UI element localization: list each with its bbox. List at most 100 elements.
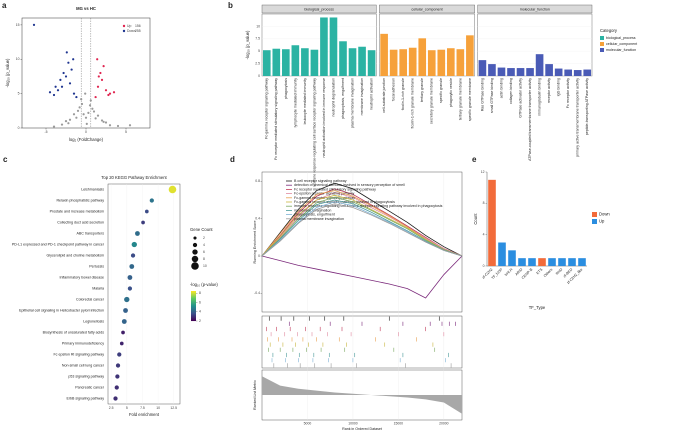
point — [88, 104, 92, 107]
y-tick-label: 0.4 — [255, 217, 260, 221]
dot — [117, 352, 122, 357]
y-tick-label: Biosynthesis of unsaturated fatty acids — [43, 330, 105, 334]
x-tick-label: tertiary granule membrane — [458, 78, 462, 120]
dot — [127, 286, 133, 291]
color-bar — [191, 303, 196, 305]
size-legend-dot — [193, 236, 197, 240]
color-tick-label: 6 — [199, 300, 201, 304]
legend-label: detection of chemical stimulus involved … — [294, 183, 405, 187]
y-tick-label: PD-L1 expressed and PD-1 checkpoint path… — [12, 242, 105, 246]
legend-label: Up — [599, 219, 605, 224]
bar — [408, 47, 417, 76]
point — [85, 122, 88, 125]
y-tick-label: Malaria — [92, 286, 104, 290]
point — [72, 113, 76, 116]
color-bar — [191, 320, 196, 322]
dot — [141, 220, 145, 225]
x-tick-label: immune response-regulating cell surface … — [312, 78, 316, 187]
point — [65, 51, 68, 54]
point — [64, 75, 68, 78]
point — [128, 124, 132, 127]
x-tick-label: ARID — [514, 267, 523, 276]
legend-swatch — [600, 36, 604, 40]
bar — [272, 48, 281, 76]
color-bar — [191, 319, 196, 321]
x-axis-title: TF_Type — [529, 305, 546, 310]
x-tick-label: 10 — [156, 406, 160, 410]
y-tick-label: 7.5 — [255, 37, 260, 41]
x-tick-label: secretory granule membrane — [430, 78, 434, 124]
x-tick-label: 15000 — [394, 421, 404, 425]
x-tick-label: 2.5 — [109, 406, 114, 410]
y-tick-label: 15 — [16, 23, 20, 27]
hits-frame — [261, 315, 463, 369]
bar — [538, 258, 546, 266]
es-line — [261, 196, 463, 257]
color-bar — [191, 294, 196, 296]
dot — [149, 198, 154, 203]
es-line — [261, 201, 463, 257]
point — [89, 99, 92, 102]
point — [82, 113, 85, 116]
x-tick-label: ficolin-1-rich granule membrane — [411, 78, 415, 129]
x-tick-label: neutrophil activation involved in immune… — [322, 78, 326, 158]
point — [62, 71, 65, 75]
bar — [466, 35, 474, 76]
x-tick-label: specific granule — [439, 78, 443, 103]
legend-label: cellular_component — [606, 42, 637, 46]
point — [32, 23, 36, 26]
bar — [262, 50, 271, 76]
bar — [380, 33, 388, 76]
point — [107, 93, 110, 97]
x-tick-label: plasma membrane invagination — [350, 78, 354, 128]
y-tick-label: Leishmaniasis — [81, 187, 104, 191]
point — [60, 85, 64, 88]
legend-title: Category — [600, 28, 618, 33]
x-tick-label: zf-BED — [562, 267, 573, 278]
x-tick-label: phagocytic vesicle — [449, 78, 453, 107]
x-tick-label: immunoglobulin binding — [538, 78, 542, 116]
bar — [545, 64, 553, 76]
bar — [535, 54, 544, 76]
color-bar — [191, 300, 196, 302]
x-tick-label: Others — [543, 267, 554, 278]
y-tick-label: 0.8 — [255, 179, 260, 183]
y-tick-label: 4 — [483, 233, 485, 237]
bar — [558, 258, 566, 266]
bar — [291, 45, 300, 76]
point — [52, 125, 56, 128]
x-axis-title: log₂ (FoldChange) — [69, 137, 104, 142]
point — [112, 91, 116, 94]
legend-label: Down — [127, 29, 136, 33]
x-tick-label: 0 — [85, 130, 87, 134]
color-bar — [191, 311, 196, 313]
y-tick-label: Legionellosis — [83, 319, 104, 323]
bar — [367, 50, 376, 76]
dot — [129, 264, 135, 269]
bar — [478, 60, 487, 76]
facet-title: cellular_component — [411, 7, 442, 11]
color-bar — [191, 291, 196, 293]
color-bar — [191, 295, 196, 297]
x-tick-label: ficolin-1-rich granule — [401, 78, 405, 110]
color-bar — [191, 316, 196, 318]
color-tick-label: 2 — [199, 319, 201, 323]
bar — [554, 68, 563, 76]
y-tick-label: Prostate and increase metabolism — [50, 209, 104, 213]
panel-label: b — [228, 1, 233, 10]
bar — [456, 49, 465, 76]
size-legend-dot — [192, 249, 198, 255]
y-tick-label: -0.4 — [254, 291, 260, 295]
size-legend-label: 2 — [203, 236, 205, 240]
x-tick-label: tertiary granule — [420, 78, 424, 102]
es-line — [261, 203, 463, 257]
x-tick-label: 5000 — [304, 421, 312, 425]
bar — [339, 41, 347, 76]
bar — [282, 49, 290, 76]
size-legend-label: 10 — [203, 264, 207, 268]
color-bar — [191, 302, 196, 304]
color-bar — [191, 309, 196, 311]
color-bar — [191, 297, 196, 299]
x-tick-label: GTPase activator activity — [518, 78, 522, 118]
dot — [123, 308, 128, 313]
